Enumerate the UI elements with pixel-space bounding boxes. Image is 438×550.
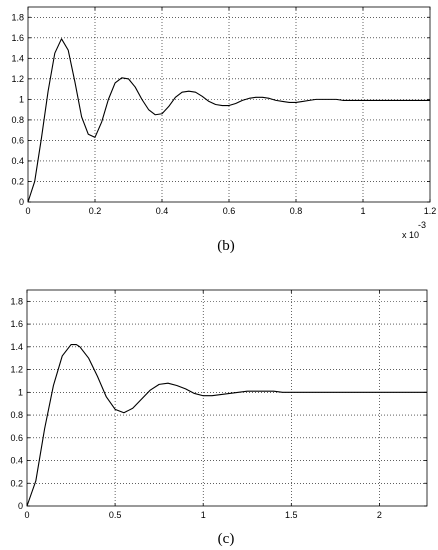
x-tick-label: 1 <box>360 206 365 216</box>
series-line <box>27 38 430 203</box>
x-exponent-power: -3 <box>418 220 426 230</box>
series-line <box>26 344 427 507</box>
plot-area <box>27 290 427 506</box>
y-tick-label: 0.4 <box>10 456 23 466</box>
chart-1: 0 0.5 1 1.5 2 0 0.2 0.4 0.6 0.8 1 1.2 1.4 1.6 1.8 (c) <box>10 289 428 547</box>
y-tick-label: 1 <box>19 94 24 104</box>
x-tick-label: 1.2 <box>424 206 437 216</box>
y-tick-label: 0.8 <box>11 115 24 125</box>
y-tick-label: 1.6 <box>11 33 24 43</box>
y-tick-label: 1.8 <box>11 12 24 22</box>
y-tick-label: 1.2 <box>10 365 23 375</box>
y-tick-label: 1.2 <box>11 74 24 84</box>
chart-caption: (b) <box>217 238 235 254</box>
x-tick-label: 2 <box>377 510 382 520</box>
x-tick-label: 0.8 <box>290 206 303 216</box>
x-tick-label: 1 <box>201 510 206 520</box>
x-tick-label: 0 <box>25 206 30 216</box>
y-tick-label: 0.4 <box>11 156 24 166</box>
x-tick-label: 0.4 <box>156 206 169 216</box>
y-tick-label: 0 <box>18 501 23 511</box>
y-tick-label: 0.6 <box>10 433 23 443</box>
y-tick-label: 0.8 <box>10 410 23 420</box>
y-tick-label: 0.6 <box>11 135 24 145</box>
plot-frame <box>26 289 428 507</box>
x-tick-label: 0.6 <box>223 206 236 216</box>
x-tick-label: 0.5 <box>109 510 122 520</box>
y-tick-label: 0.2 <box>11 176 24 186</box>
x-tick-label: 1.5 <box>285 510 298 520</box>
y-tick-label: 1 <box>18 387 23 397</box>
y-tick-label: 1.8 <box>10 296 23 306</box>
y-tick-label: 1.6 <box>10 319 23 329</box>
x-tick-label: 0 <box>24 510 29 520</box>
y-tick-label: 0 <box>19 197 24 207</box>
y-tick-label: 1.4 <box>11 53 24 63</box>
chart-0: 0 0.2 0.4 0.6 0.8 1 1.2 0 0.2 0.4 0.6 0.8 1 1.2 1.4 1.6… <box>11 6 437 254</box>
chart-caption: (c) <box>218 531 235 547</box>
y-tick-label: 0.2 <box>10 478 23 488</box>
y-tick-label: 1.4 <box>10 342 23 352</box>
x-tick-label: 0.2 <box>89 206 102 216</box>
x-exponent-label: x 10 <box>402 230 419 240</box>
